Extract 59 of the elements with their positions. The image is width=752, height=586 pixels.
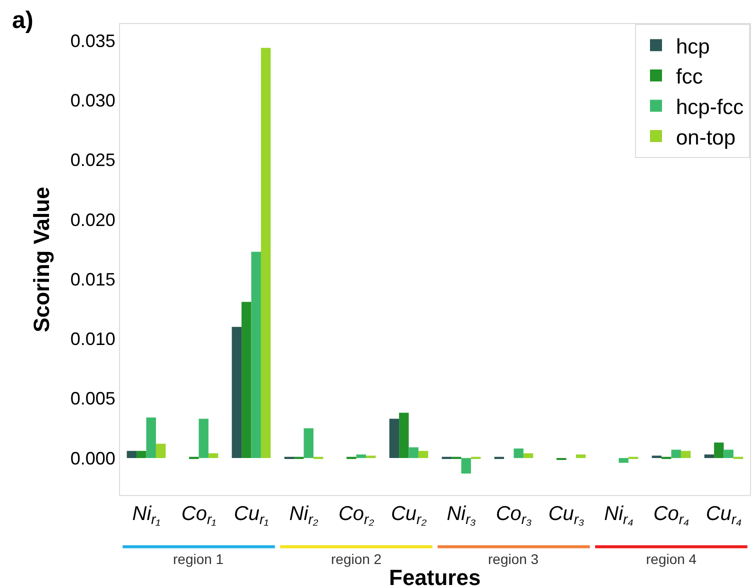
bar — [399, 412, 409, 458]
bar — [461, 458, 471, 474]
bar — [714, 442, 724, 458]
text: region 1 — [173, 551, 224, 567]
x-tick-label: Co$_{r₁}$ — [181, 503, 217, 528]
bar — [146, 417, 156, 458]
bar — [251, 252, 261, 458]
bar — [304, 428, 314, 458]
x-axis-title: Features — [389, 565, 481, 586]
text: a) — [12, 7, 34, 34]
bar — [260, 48, 271, 458]
y-axis-title: Scoring Value — [29, 186, 54, 332]
x-tick-label: Co$_{r₄}$ — [653, 503, 690, 528]
x-tick-label: Ni$_{r₃}$ — [446, 503, 476, 528]
bar — [126, 450, 137, 458]
bar — [724, 450, 734, 458]
bar — [680, 450, 691, 458]
text: region 2 — [331, 551, 382, 567]
bar — [242, 302, 252, 458]
bar — [356, 454, 366, 458]
y-tick-label: 0.010 — [70, 329, 116, 350]
bar — [618, 458, 628, 463]
bar — [136, 450, 146, 458]
bar — [652, 456, 662, 458]
bar — [408, 447, 418, 458]
text: region 4 — [646, 551, 697, 567]
y-tick-label: 0.025 — [70, 150, 116, 170]
bar — [366, 456, 376, 458]
y-tick-label: 0.000 — [70, 448, 116, 468]
y-tick-label: 0.020 — [70, 210, 116, 230]
y-tick-label: 0.005 — [70, 388, 116, 409]
bar — [576, 454, 586, 458]
bar — [671, 450, 681, 458]
legend-label: fcc — [676, 66, 703, 89]
legend-label: hcp-fcc — [676, 96, 744, 119]
y-tick-label: 0.015 — [70, 269, 116, 290]
text: region 3 — [488, 551, 539, 567]
legend-label: on-top — [676, 126, 736, 150]
x-tick-label: Ni$_{r₄}$ — [604, 503, 634, 528]
bar — [208, 453, 218, 458]
x-tick-label: Cu$_{r₃}$ — [548, 503, 585, 528]
y-tick-label: 0.030 — [70, 90, 116, 111]
legend-label: hcp — [676, 35, 710, 58]
x-tick-label: Ni$_{r₁}$ — [132, 503, 161, 528]
bar — [198, 418, 208, 458]
x-tick-label: Cu$_{r₁}$ — [234, 503, 270, 528]
bar — [523, 453, 534, 458]
bar — [156, 444, 166, 458]
x-tick-label: Ni$_{r₂}$ — [289, 503, 319, 528]
y-tick-label: 0.035 — [70, 30, 116, 51]
bar — [418, 450, 428, 458]
bar — [389, 418, 400, 458]
bar — [514, 448, 524, 458]
x-tick-label: Cu$_{r₄}$ — [706, 503, 742, 528]
x-tick-label: Co$_{r₃}$ — [496, 503, 532, 528]
x-tick-label: Cu$_{r₂}$ — [390, 503, 428, 528]
bar — [232, 326, 242, 458]
x-tick-label: Co$_{r₂}$ — [338, 503, 375, 528]
bar — [704, 454, 714, 458]
